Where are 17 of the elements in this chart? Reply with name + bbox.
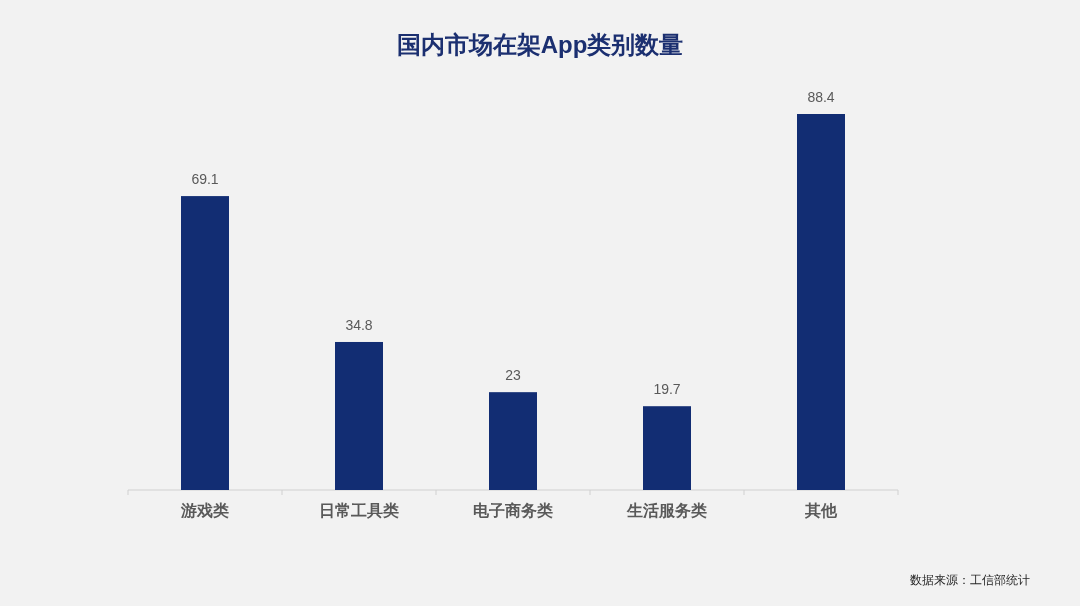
bar xyxy=(335,341,383,490)
data-label: 34.8 xyxy=(345,316,373,333)
data-label: 23 xyxy=(505,367,521,384)
x-tick-label: 电子商务类 xyxy=(473,502,553,519)
source-note: 数据来源：工信部统计 xyxy=(910,573,1030,587)
chart-title: 国内市场在架App类别数量 xyxy=(396,31,684,58)
bar xyxy=(643,406,691,490)
bar xyxy=(181,196,229,490)
data-label: 88.4 xyxy=(807,89,835,105)
data-label: 19.7 xyxy=(653,381,681,398)
data-label: 69.1 xyxy=(191,171,219,188)
x-tick-label: 生活服务类 xyxy=(626,502,707,519)
bar xyxy=(489,392,537,490)
bar xyxy=(797,114,845,490)
x-tick-label: 日常工具类 xyxy=(319,502,399,519)
x-tick-label: 其他 xyxy=(804,502,838,519)
x-tick-label: 游戏类 xyxy=(180,502,229,519)
